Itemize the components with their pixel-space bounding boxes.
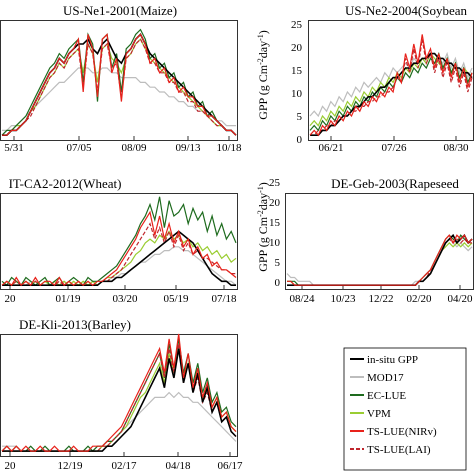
panel-4-xtick-4: 02/20 [406, 293, 432, 305]
panel-4-ytick-25: 25 [269, 177, 281, 189]
panel-5-xtick-1: 20 [5, 460, 17, 472]
axes-box [0, 20, 238, 141]
series-line-vpm [2, 38, 237, 136]
panel-2-ytick-20: 20 [291, 42, 303, 54]
panel-2-ytick-25: 25 [291, 19, 303, 31]
panel-3-xtick-4: 05/19 [163, 293, 189, 305]
series-line-ts-nirv [1, 333, 237, 452]
legend-label-ts-lai: TS-LUE(LAI) [367, 444, 431, 456]
panel-3-xtick-1: 20 [5, 293, 17, 305]
panel-4-title: DE-Geb-2003(Rapeseed [331, 176, 459, 191]
panel-5-plot [0, 333, 238, 457]
axes-box [0, 193, 238, 290]
axes-box [0, 334, 238, 457]
series-line-ec-lue [1, 196, 237, 287]
panel-5-title: DE-Kli-2013(Barley) [19, 317, 131, 332]
panel-3-plot [0, 193, 238, 290]
panel-1-xtick-4: 09/13 [175, 142, 201, 154]
panel-2-ytick-15: 15 [291, 65, 303, 77]
panel-5-xtick-2: 12/19 [57, 460, 83, 472]
panel-4-xtick-1: 08/24 [289, 293, 315, 305]
panel-4-ytick-5: 5 [275, 257, 281, 269]
panel-3-xtick-5: 07/18 [211, 293, 237, 305]
legend: in-situ GPP MOD17 EC-LUE VPM TS-LUE(NIRv… [343, 347, 467, 471]
panel-2-ylabel: GPP (g Cm-2day-1) [256, 30, 270, 120]
series-line-in-situ [2, 230, 236, 287]
panel-5-xtick-4: 04/18 [165, 460, 191, 472]
panel-3-xtick-2: 01/19 [55, 293, 81, 305]
series-line-ec-lue [1, 338, 237, 452]
series-line-mod17 [2, 391, 237, 452]
legend-label-vpm: VPM [367, 408, 391, 420]
panel-4-plot [285, 193, 474, 290]
legend-box [343, 347, 467, 471]
panel-4-xtick-2: 10/23 [330, 293, 356, 305]
panel-2-ytick-5: 5 [297, 111, 303, 123]
panel-3-title: IT-CA2-2012(Wheat) [9, 176, 122, 191]
panel-3-xtick-3: 03/20 [112, 293, 138, 305]
panel-1-title: US-Ne1-2001(Maize) [63, 3, 177, 18]
panel-5-xtick-3: 02/17 [111, 460, 137, 472]
panel-1-xtick-1: 5/31 [4, 142, 24, 154]
panel-4-xtick-3: 12/22 [368, 293, 393, 305]
series-line-vpm [287, 242, 473, 286]
axes-box [285, 193, 474, 290]
legend-label-ts-nirv: TS-LUE(NIRv) [367, 426, 437, 438]
legend-label-in-situ: in-situ GPP [367, 354, 418, 366]
panel-5-xtick-5: 06/17 [217, 460, 243, 472]
panel-1-xtick-2: 07/05 [66, 142, 92, 154]
series-line-in-situ [2, 348, 237, 452]
panel-4-ytick-20: 20 [269, 197, 281, 209]
series-line-ts-lai [2, 38, 237, 136]
panel-2-xtick-2: 07/26 [381, 142, 407, 154]
panel-2-ytick-10: 10 [291, 88, 303, 100]
legend-label-mod17: MOD17 [367, 372, 404, 384]
series-line-ts-nirv [1, 210, 237, 287]
panel-1-xtick-5: 10/18 [216, 142, 242, 154]
panel-2-plot [308, 20, 474, 141]
panel-4-ytick-0: 0 [275, 277, 281, 289]
panel-4-ytick-10: 10 [269, 237, 281, 249]
panel-2-ytick-0: 0 [297, 134, 303, 146]
panel-2-title: US-Ne2-2004(Soybean [345, 3, 468, 18]
panel-4-ylabel: GPP (g Cm-2day-1) [256, 182, 270, 272]
panel-2-xtick-3: 08/30 [443, 142, 469, 154]
series-line-ts-nirv [2, 33, 237, 136]
panel-4-ytick-15: 15 [269, 217, 281, 229]
series-line-vpm [2, 348, 237, 452]
series-line-in-situ [310, 52, 473, 136]
legend-label-ec-lue: EC-LUE [367, 390, 406, 402]
series-line-ts-nirv [287, 234, 473, 286]
panel-1-xtick-3: 08/09 [121, 142, 147, 154]
panel-4-xtick-5: 04/20 [447, 293, 473, 305]
series-line-ts-nirv [309, 34, 473, 137]
series-line-ec-lue [309, 51, 473, 132]
panel-1-plot [0, 20, 238, 141]
series-line-mod17 [309, 51, 473, 118]
panel-2-xtick-1: 06/21 [318, 142, 343, 154]
series-line-ts-lai [2, 343, 237, 452]
